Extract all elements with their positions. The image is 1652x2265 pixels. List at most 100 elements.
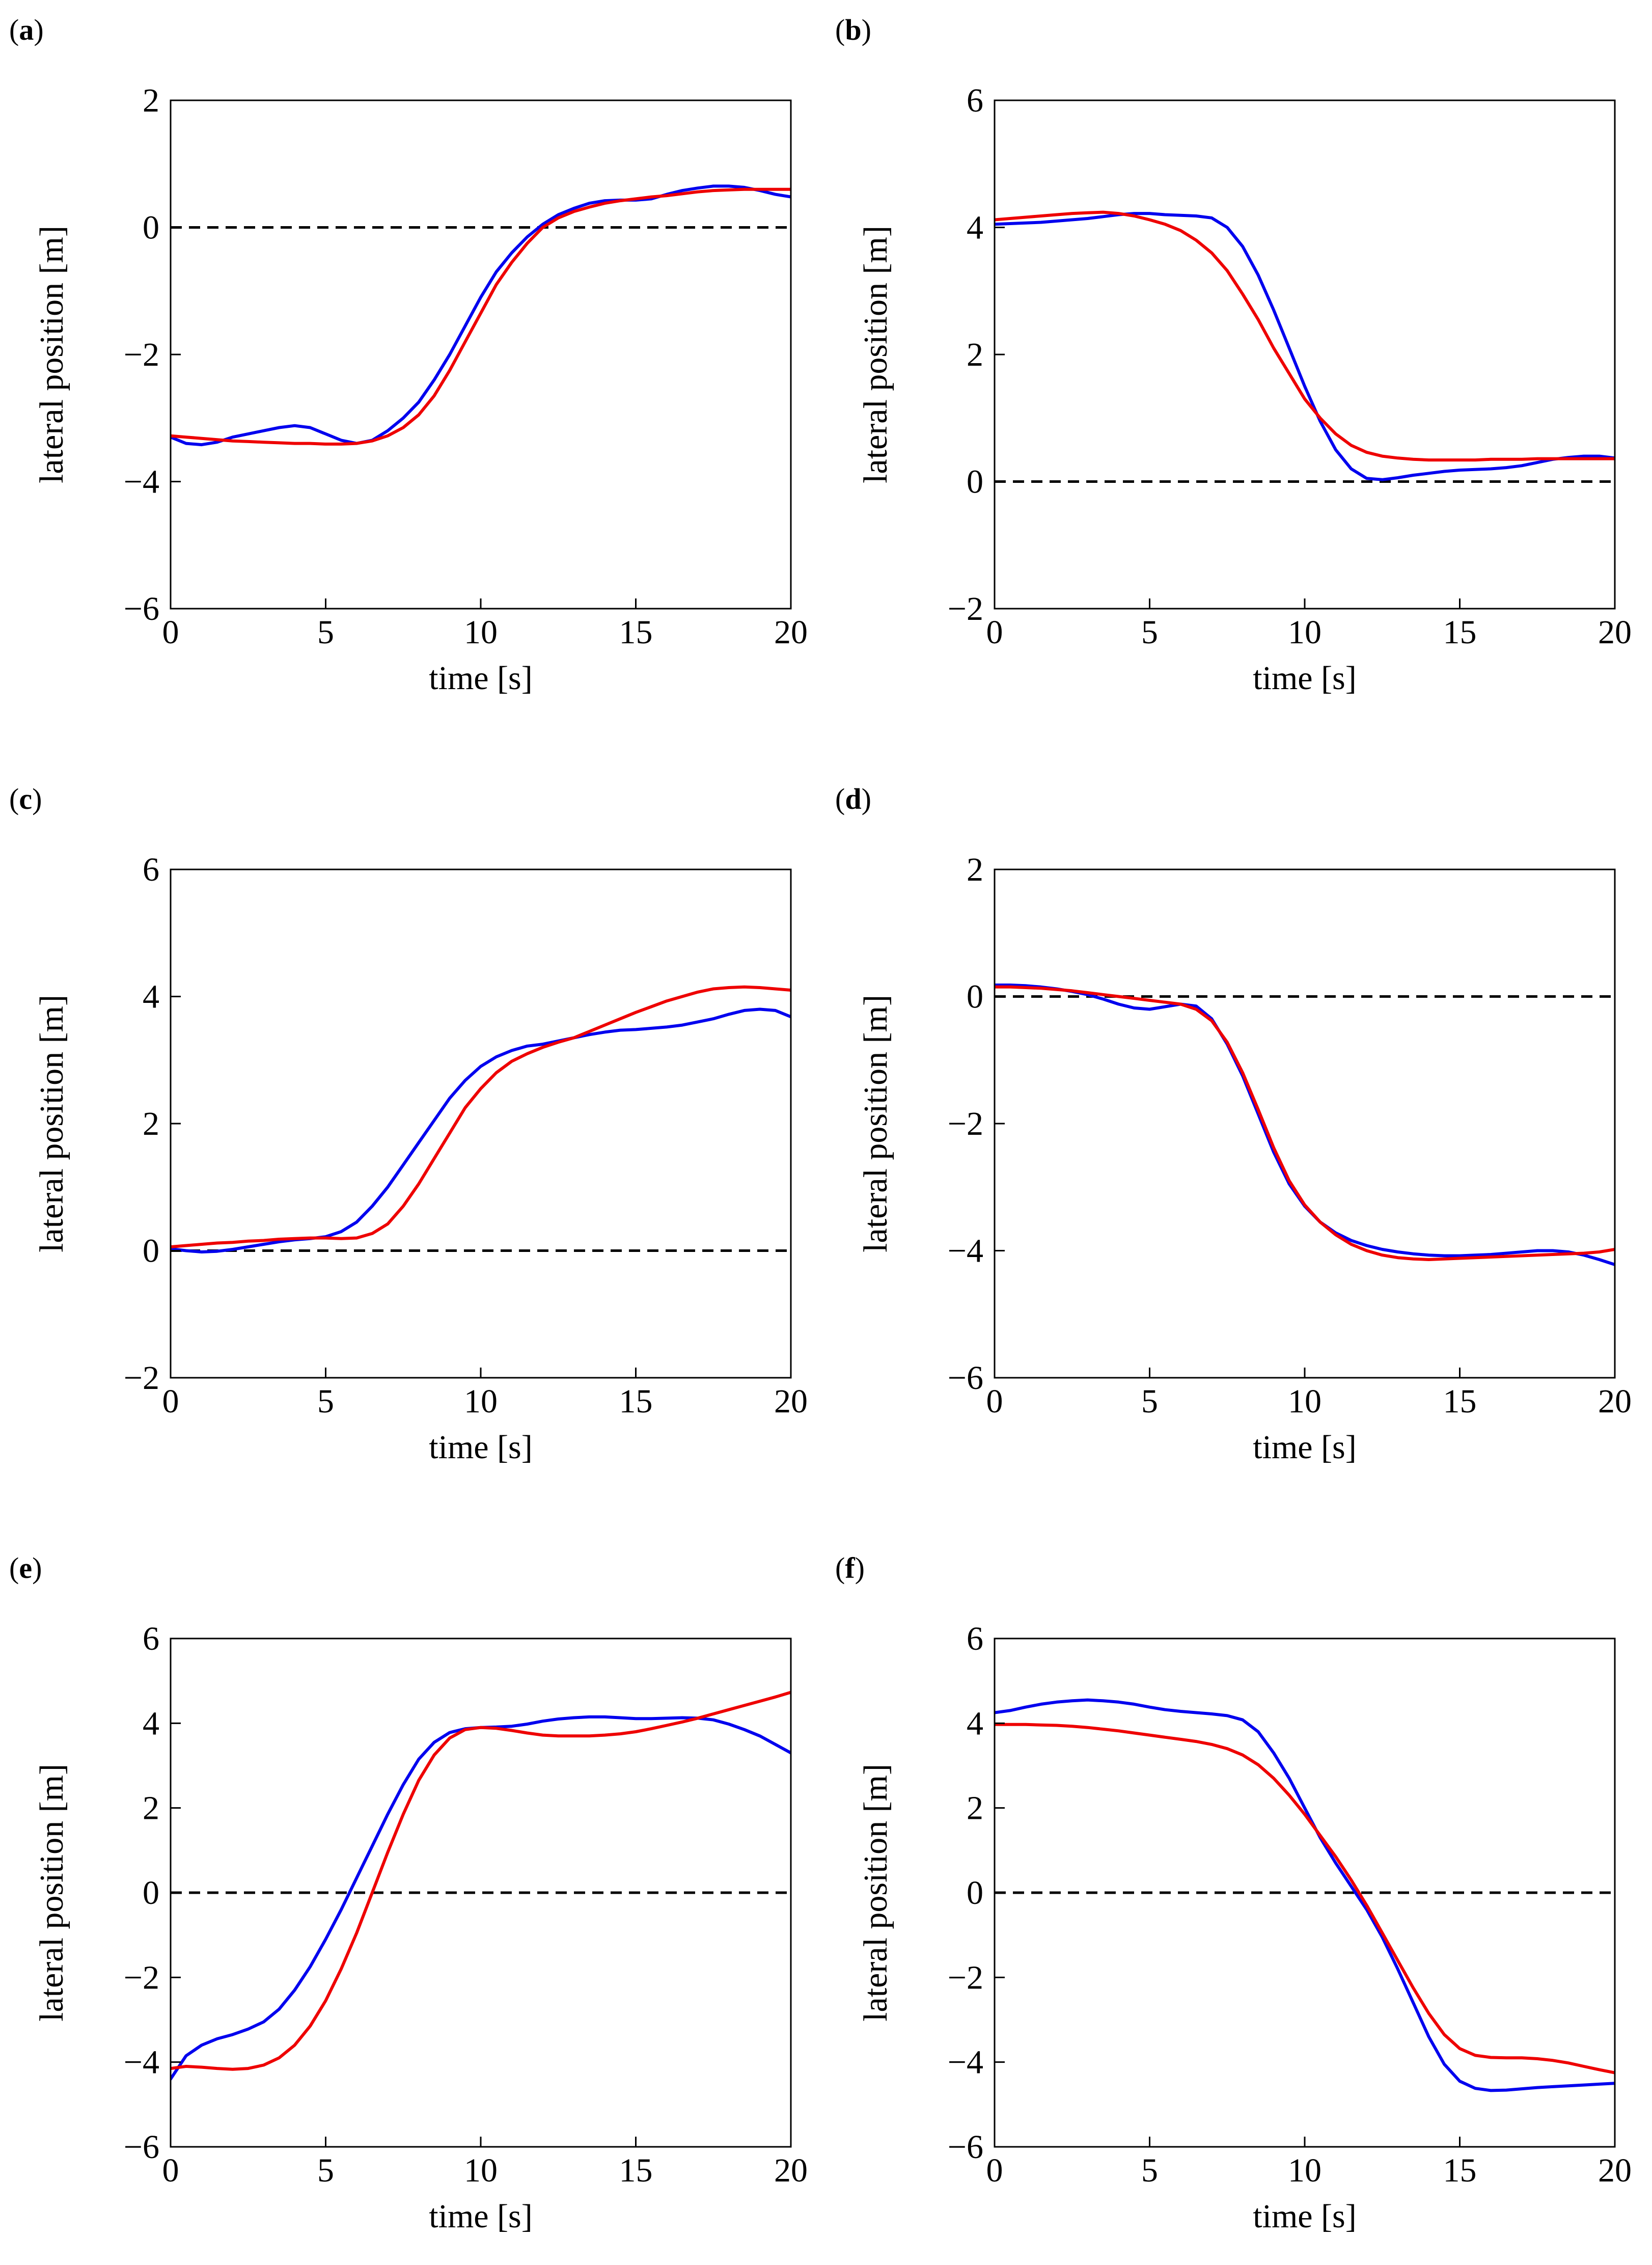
- panel-label-letter: d: [845, 782, 861, 815]
- y-tick-label: 6: [967, 82, 983, 119]
- panel-label-open-paren: (: [835, 1551, 845, 1585]
- x-tick-label: 15: [619, 2152, 653, 2189]
- panel-label-close-paren: ): [855, 1551, 865, 1585]
- x-tick-label: 0: [162, 2152, 179, 2189]
- x-tick-label: 0: [986, 2152, 1003, 2189]
- series-line-red: [995, 985, 1615, 1261]
- panel-label: (c): [9, 782, 42, 815]
- y-tick-label: 0: [967, 978, 983, 1016]
- x-tick-label: 5: [1141, 1383, 1158, 1420]
- chart-panel-e: (e) 0 5 10 15 20 −6 −4 −2 0 2 4 6 time [s] lateral pos…: [9, 1551, 808, 2235]
- x-tick-label: 0: [986, 614, 1003, 651]
- x-axis-title: time [s]: [429, 2198, 532, 2235]
- panel-label-close-paren: ): [862, 782, 871, 815]
- y-tick-label: −2: [124, 336, 159, 373]
- x-tick-label: 0: [986, 1383, 1003, 1420]
- y-tick-label: −4: [948, 2044, 983, 2081]
- y-tick-label: 0: [967, 463, 983, 501]
- x-tick-label: 20: [1598, 614, 1632, 651]
- x-tick-label: 15: [619, 1383, 653, 1420]
- x-tick-label: 5: [1141, 614, 1158, 651]
- series-line-red: [171, 985, 791, 1248]
- x-tick-label: 10: [1288, 2152, 1321, 2189]
- y-tick-label: −4: [948, 1233, 983, 1270]
- panel-label-open-paren: (: [9, 782, 19, 815]
- panel-label-letter: f: [845, 1551, 855, 1585]
- y-tick-label: 0: [143, 1874, 159, 1912]
- x-tick-label: 0: [162, 1383, 179, 1420]
- x-tick-label: 10: [464, 1383, 498, 1420]
- x-tick-label: 15: [1443, 614, 1477, 651]
- panel-label-letter: a: [19, 13, 34, 46]
- x-tick-label: 10: [1288, 1383, 1321, 1420]
- y-axis-title: lateral position [m]: [857, 226, 894, 483]
- y-tick-label: −4: [124, 463, 159, 501]
- y-tick-label: 2: [967, 851, 983, 888]
- x-axis-title: time [s]: [429, 1429, 532, 1466]
- x-tick-label: 15: [619, 614, 653, 651]
- y-tick-label: 6: [967, 1620, 983, 1657]
- y-tick-label: −2: [124, 1959, 159, 1996]
- panel-label-letter: e: [19, 1551, 32, 1585]
- panel-label: (b): [835, 13, 871, 46]
- y-axis-title: lateral position [m]: [33, 995, 70, 1252]
- panel-label-close-paren: ): [32, 1551, 42, 1585]
- chart-panel-f: (f) 0 5 10 15 20 −6 −4 −2 0 2 4 6 time [s] lateral pos…: [835, 1551, 1632, 2235]
- y-tick-label: 0: [967, 1874, 983, 1912]
- x-tick-label: 5: [317, 1383, 334, 1420]
- y-tick-label: 6: [143, 1620, 159, 1657]
- x-tick-label: 20: [774, 614, 808, 651]
- x-tick-label: 10: [1288, 614, 1321, 651]
- x-tick-label: 10: [464, 614, 498, 651]
- y-tick-label: 2: [143, 1105, 159, 1142]
- x-tick-label: 15: [1443, 2152, 1477, 2189]
- y-tick-label: −4: [124, 2044, 159, 2081]
- series-line-red: [995, 210, 1615, 462]
- panel-label-close-paren: ): [862, 13, 871, 46]
- x-tick-label: 5: [317, 614, 334, 651]
- panel-label-letter: b: [845, 13, 861, 46]
- chart-panel-d: (d) 0 5 10 15 20 −6 −4 −2 0 2 time [s] lateral posit…: [835, 782, 1632, 1466]
- x-tick-label: 20: [1598, 1383, 1632, 1420]
- y-tick-label: −6: [948, 1359, 983, 1397]
- panel-label-letter: c: [19, 782, 32, 815]
- x-axis-title: time [s]: [1253, 2198, 1356, 2235]
- x-tick-label: 20: [774, 1383, 808, 1420]
- y-tick-label: 2: [967, 1790, 983, 1827]
- y-axis-title: lateral position [m]: [857, 995, 894, 1252]
- panel-label: (d): [835, 782, 871, 815]
- y-tick-label: 0: [143, 1233, 159, 1270]
- x-tick-label: 5: [1141, 2152, 1158, 2189]
- x-axis-title: time [s]: [1253, 1429, 1356, 1466]
- y-axis-title: lateral position [m]: [33, 1764, 70, 2022]
- series-line-red: [171, 1690, 791, 2071]
- y-tick-label: −2: [124, 1359, 159, 1397]
- y-axis-title: lateral position [m]: [857, 1764, 894, 2022]
- y-tick-label: 0: [143, 209, 159, 247]
- panel-label-close-paren: ): [32, 782, 42, 815]
- panel-label-open-paren: (: [9, 13, 19, 46]
- x-tick-label: 0: [162, 614, 179, 651]
- panel-label-open-paren: (: [835, 13, 845, 46]
- y-tick-label: 2: [143, 1790, 159, 1827]
- y-tick-label: −2: [948, 1959, 983, 1996]
- series-line-blue: [995, 1698, 1615, 2092]
- series-line-blue: [995, 212, 1615, 481]
- x-axis-title: time [s]: [1253, 660, 1356, 697]
- series-line-red: [171, 187, 791, 446]
- y-tick-label: 4: [967, 1705, 983, 1742]
- panel-label-open-paren: (: [835, 782, 845, 815]
- y-tick-label: 4: [143, 1705, 159, 1742]
- x-tick-label: 10: [464, 2152, 498, 2189]
- y-tick-label: −6: [124, 590, 159, 627]
- y-tick-label: 6: [143, 851, 159, 888]
- x-tick-label: 20: [774, 2152, 808, 2189]
- y-axis-title: lateral position [m]: [33, 226, 70, 483]
- y-tick-label: −6: [948, 2128, 983, 2166]
- x-tick-label: 5: [317, 2152, 334, 2189]
- panel-label: (f): [835, 1551, 865, 1585]
- series-line-blue: [171, 184, 791, 447]
- y-tick-label: 2: [967, 336, 983, 373]
- panel-label-close-paren: ): [34, 13, 43, 46]
